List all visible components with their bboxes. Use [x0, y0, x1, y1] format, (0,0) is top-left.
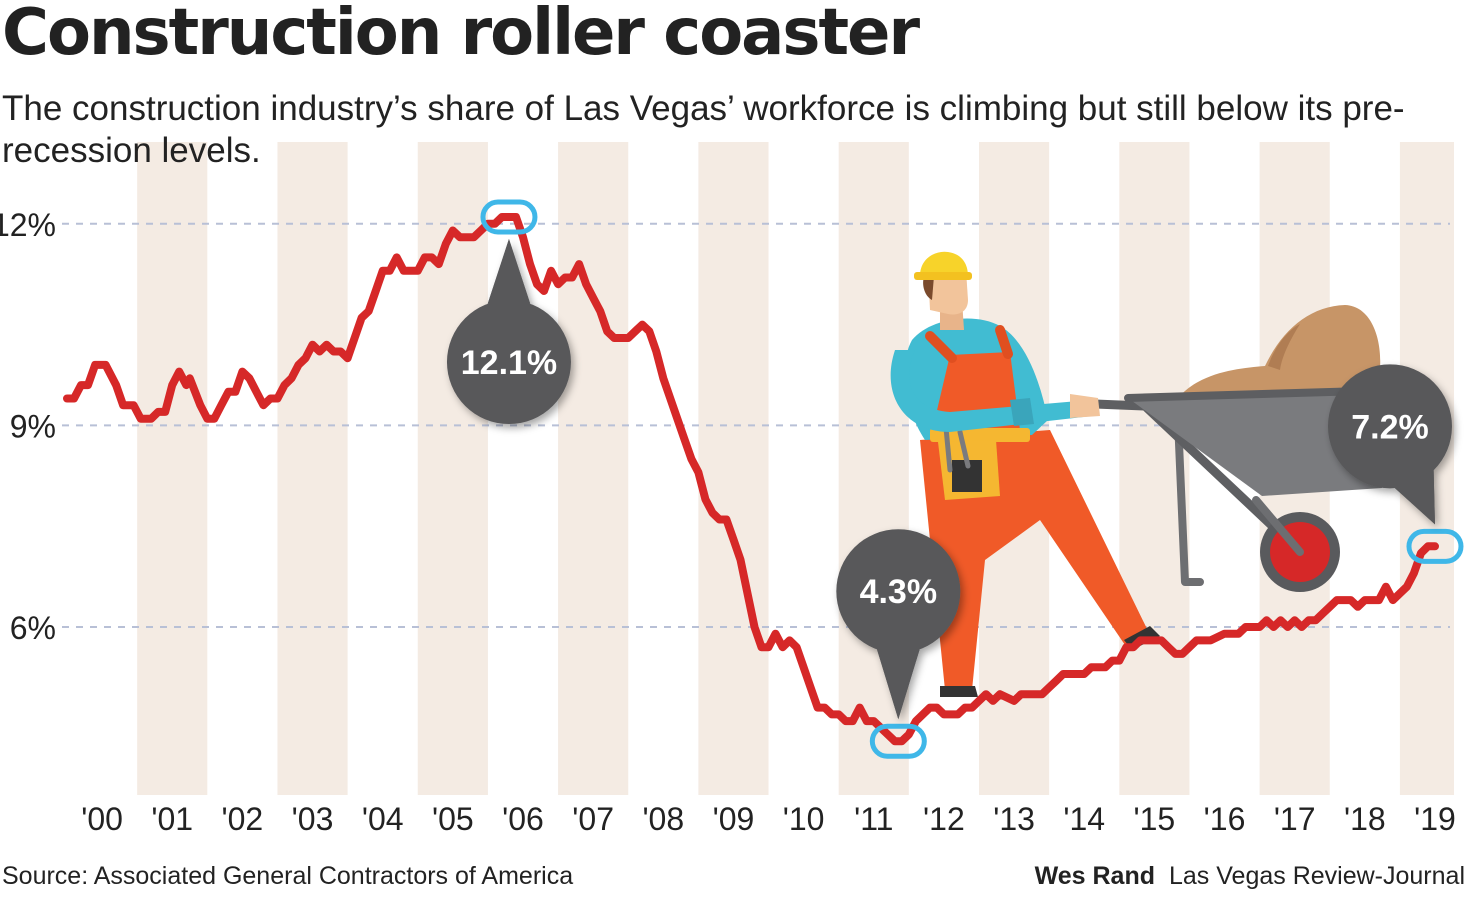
year-band — [417, 142, 488, 795]
x-tick-label: '07 — [572, 801, 614, 837]
y-tick-label: 6% — [10, 610, 56, 646]
data-label: 7.2% — [1351, 408, 1429, 446]
x-tick-label: '19 — [1414, 801, 1456, 837]
x-tick-label: '16 — [1204, 801, 1246, 837]
data-label: 12.1% — [461, 344, 557, 382]
wrench-icon — [943, 425, 971, 473]
highlight-pill — [869, 723, 927, 759]
year-band — [558, 142, 629, 795]
x-tick-labels: '00 '01 '02 '03 '04 '05 '06 '07 '08 '09 '10 '11 '12 '… — [81, 801, 1456, 837]
y-tick-labels: 12% 9% 6% — [0, 207, 56, 646]
x-tick-label: '15 — [1134, 801, 1176, 837]
x-tick-label: '05 — [432, 801, 474, 837]
tool-belt-icon — [930, 428, 1030, 442]
x-tick-label: '14 — [1063, 801, 1105, 837]
source-note: Source: Associated General Contractors o… — [2, 862, 574, 890]
y-tick-label: 9% — [10, 408, 56, 444]
x-tick-label: '11 — [854, 801, 893, 837]
year-band — [277, 142, 348, 795]
x-tick-label: '00 — [81, 801, 123, 837]
x-tick-label: '08 — [642, 801, 684, 837]
data-label: 4.3% — [860, 573, 938, 611]
callout-bubble — [1327, 364, 1452, 489]
year-band — [137, 142, 208, 795]
wheelbarrow-frame-icon — [1174, 416, 1204, 586]
series-line — [63, 213, 1439, 746]
y-tick-label: 12% — [0, 207, 56, 243]
x-tick-label: '10 — [783, 801, 825, 837]
highlight-pill — [480, 199, 538, 235]
worker-arm-icon — [890, 350, 1092, 432]
x-tick-label: '18 — [1344, 801, 1386, 837]
callout-bubble — [836, 529, 961, 654]
x-tick-label: '09 — [713, 801, 755, 837]
x-tick-label: '13 — [993, 801, 1035, 837]
worker-shoe-left — [940, 686, 978, 697]
callout-tail-cover — [1394, 470, 1435, 525]
chart-subtitle: The construction industry’s share of Las… — [2, 89, 1405, 170]
annotation: 4.3% — [836, 529, 961, 759]
x-tick-label: '01 — [151, 801, 193, 837]
worker-face-icon — [928, 270, 968, 315]
callout-tail-cover — [487, 239, 531, 304]
author-name: Wes Rand — [1034, 862, 1155, 890]
x-tick-label: '12 — [923, 801, 965, 837]
highlight-pill — [1406, 528, 1464, 564]
wheelbarrow-axle — [1252, 496, 1304, 556]
callout-bubble — [446, 300, 571, 425]
worker-strap — [925, 325, 1013, 363]
worker-hand — [1070, 394, 1100, 418]
annotation: 12.1% — [446, 199, 571, 425]
credit-line: Wes Rand Las Vegas Review-Journal — [1035, 862, 1465, 891]
x-tick-label: '17 — [1274, 801, 1316, 837]
callout-tail-cover — [877, 649, 920, 720]
annotations: 12.1% 4.3% 7.2% — [446, 199, 1464, 759]
hard-hat-icon — [920, 251, 968, 276]
worker-sleeve-cuff — [1010, 398, 1034, 426]
x-tick-label: '04 — [362, 801, 404, 837]
annotation: 7.2% — [1327, 364, 1464, 564]
x-tick-label: '03 — [292, 801, 334, 837]
year-band — [698, 142, 769, 795]
x-tick-label: '06 — [502, 801, 544, 837]
x-tick-label: '02 — [222, 801, 264, 837]
sand-pile-shade — [1268, 324, 1300, 370]
publication-name: Las Vegas Review-Journal — [1169, 862, 1465, 890]
hard-hat-brim — [914, 272, 972, 280]
chart-title: Construction roller coaster — [2, 0, 920, 70]
